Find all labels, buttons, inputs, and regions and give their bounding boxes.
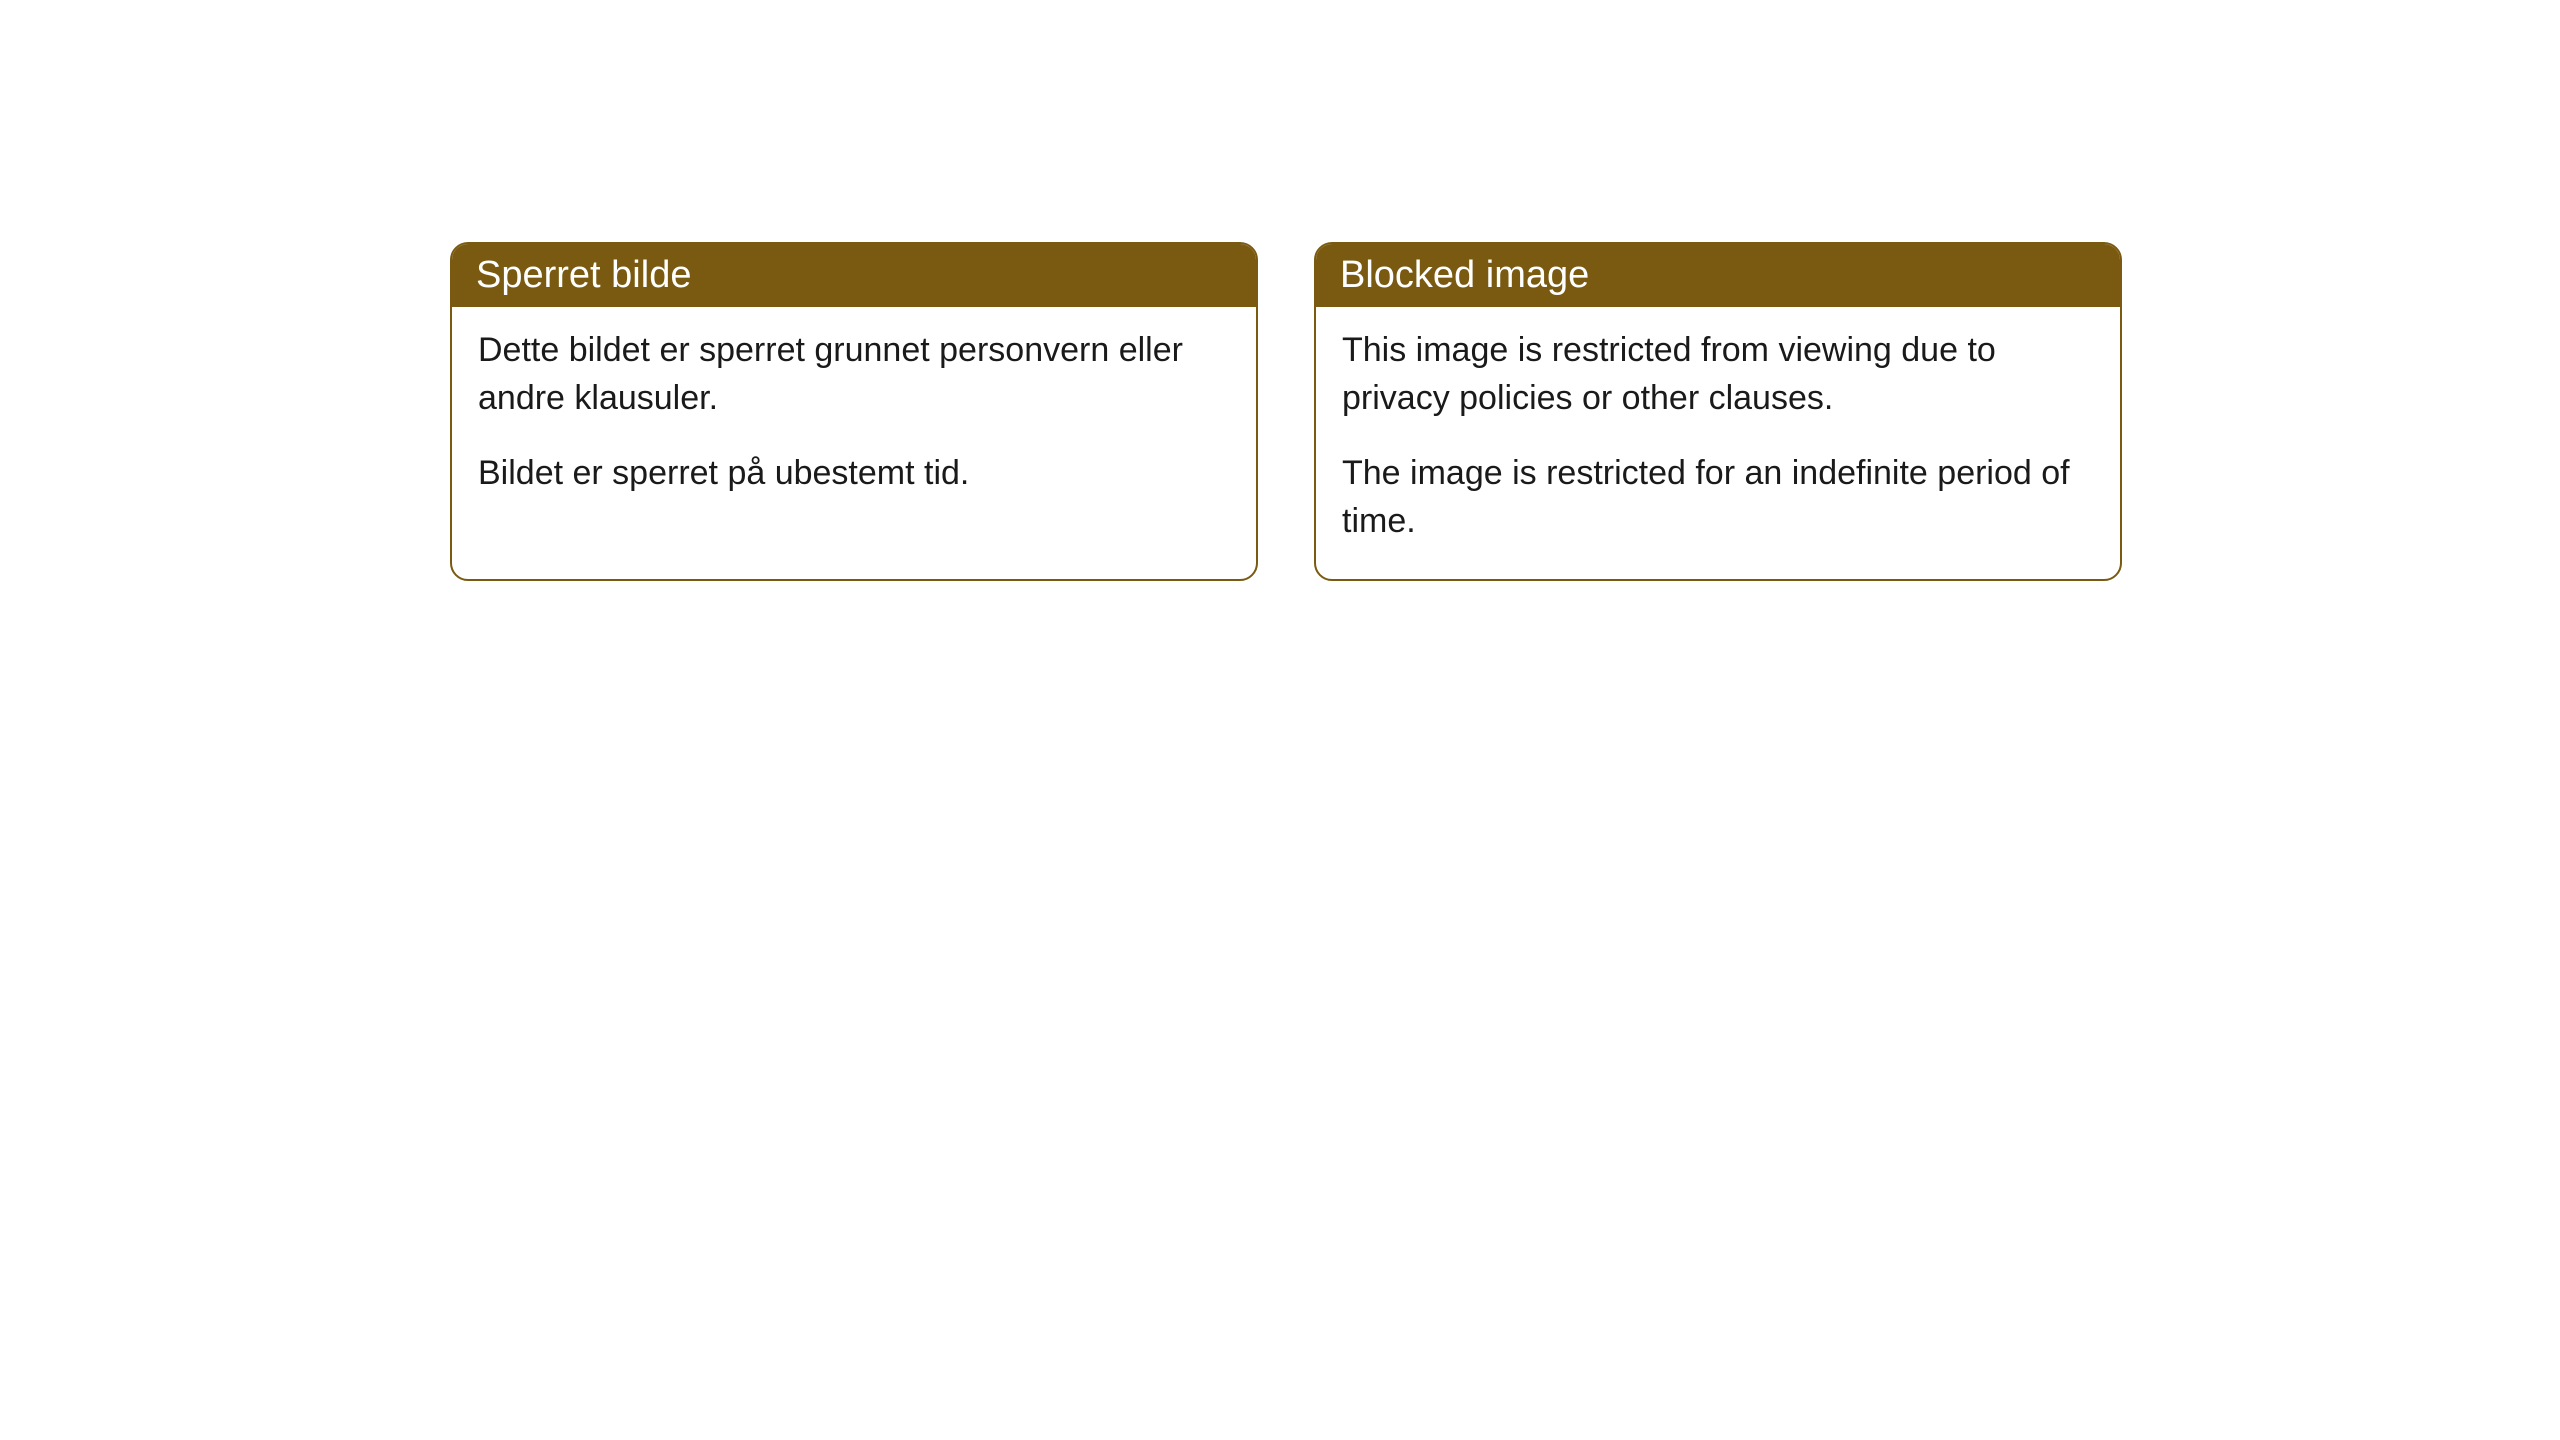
cards-container: Sperret bilde Dette bildet er sperret gr…	[450, 242, 2122, 581]
card-header-norwegian: Sperret bilde	[452, 244, 1256, 307]
card-paragraph-2: Bildet er sperret på ubestemt tid.	[478, 450, 1230, 498]
card-body-english: This image is restricted from viewing du…	[1316, 307, 2120, 579]
card-paragraph-2: The image is restricted for an indefinit…	[1342, 450, 2094, 545]
card-norwegian: Sperret bilde Dette bildet er sperret gr…	[450, 242, 1258, 581]
card-paragraph-1: Dette bildet er sperret grunnet personve…	[478, 327, 1230, 422]
card-header-english: Blocked image	[1316, 244, 2120, 307]
card-body-norwegian: Dette bildet er sperret grunnet personve…	[452, 307, 1256, 532]
card-paragraph-1: This image is restricted from viewing du…	[1342, 327, 2094, 422]
card-english: Blocked image This image is restricted f…	[1314, 242, 2122, 581]
